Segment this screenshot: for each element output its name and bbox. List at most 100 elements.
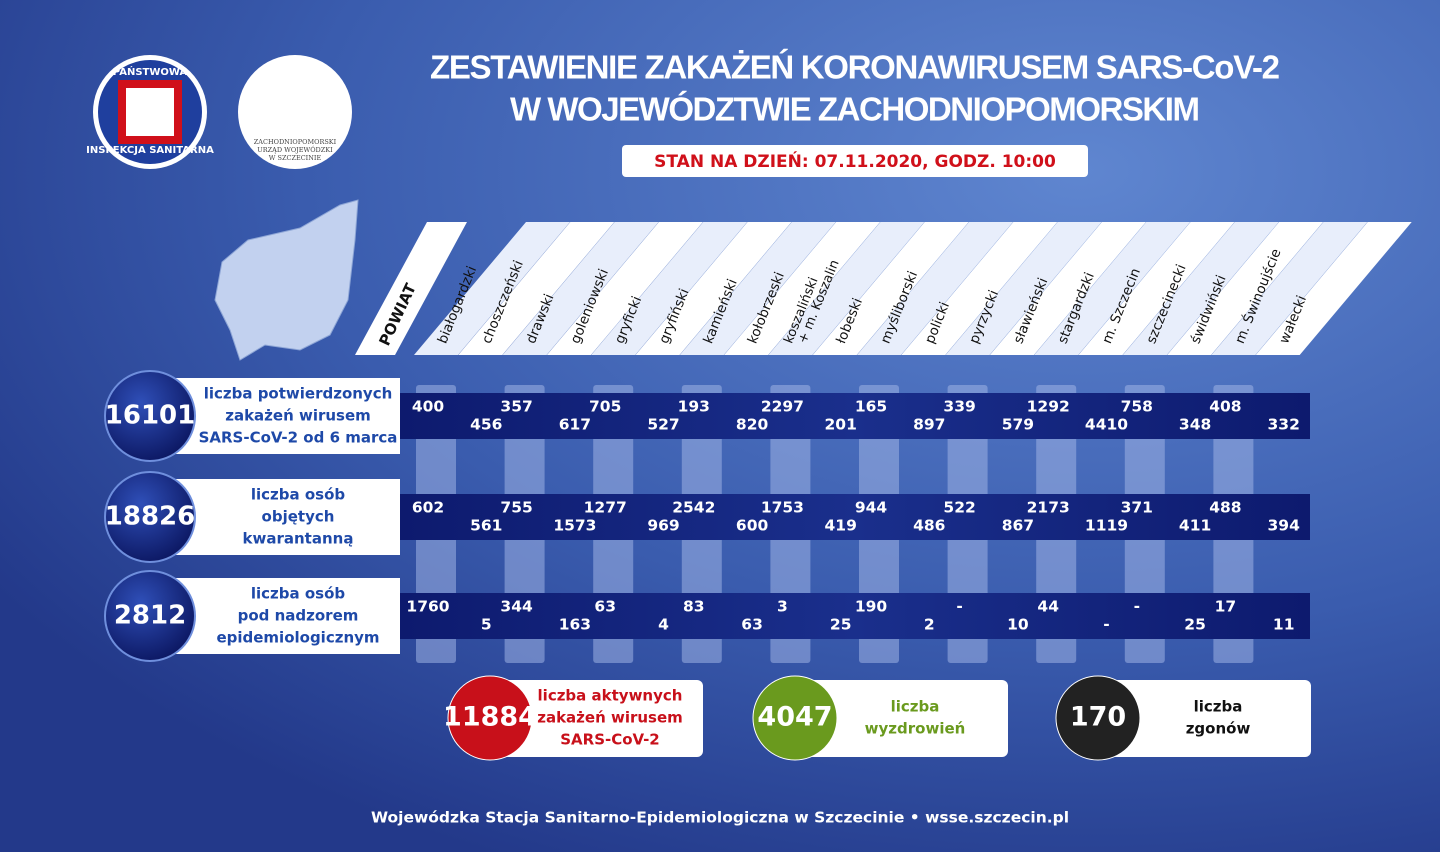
date: STAN NA DZIEŃ: 07.11.2020, GODZ. 10:00 <box>654 150 1056 172</box>
row-total: 2812 <box>114 601 186 631</box>
summary-label: liczba <box>1194 698 1243 716</box>
cell-value: 332 <box>1268 416 1300 434</box>
header-cell <box>1078 222 1235 355</box>
summary-value: 4047 <box>757 702 832 733</box>
cell-value: 163 <box>559 616 591 634</box>
row-band <box>400 393 1310 439</box>
header-cell <box>857 222 1013 355</box>
cell-value: 755 <box>500 499 532 517</box>
row-total: 16101 <box>105 401 195 431</box>
header-cell <box>1034 222 1191 355</box>
cell-value: 4 <box>658 616 669 634</box>
cell-value: 400 <box>412 398 445 416</box>
cell-value: 193 <box>678 398 710 416</box>
cell-value: 456 <box>470 416 502 434</box>
cell-value: 25 <box>1184 616 1206 634</box>
cell-value: 201 <box>825 416 857 434</box>
logo-text: URZĄD WOJEWÓDZKI <box>257 145 333 154</box>
header-cell <box>901 222 1058 355</box>
header-cell <box>1211 222 1368 355</box>
summary-label: SARS-CoV-2 <box>560 731 660 749</box>
row-label: liczba potwierdzonych <box>204 385 393 403</box>
cell-value: 1119 <box>1085 517 1128 535</box>
cell-value: 44 <box>1037 598 1059 616</box>
cell-value: 1760 <box>406 598 449 616</box>
header-cell <box>458 222 615 355</box>
corner-cell <box>355 222 467 355</box>
summary-label: wyzdrowień <box>865 720 966 738</box>
cell-value: 2173 <box>1027 499 1070 517</box>
cell-value: 1292 <box>1027 398 1070 416</box>
header-cell <box>502 222 659 355</box>
cell-value: 63 <box>594 598 616 616</box>
cell-value: 579 <box>1002 416 1034 434</box>
cell-value: 3 <box>777 598 788 616</box>
row-total-circle <box>104 471 196 563</box>
summary-circle <box>1055 675 1141 761</box>
cell-value: 602 <box>412 499 444 517</box>
cell-value: 339 <box>943 398 975 416</box>
header-cell <box>812 222 969 355</box>
cell-value: 17 <box>1215 598 1237 616</box>
row-label: objętych <box>262 508 335 526</box>
header-cell <box>724 222 881 355</box>
header-cell <box>1167 222 1324 355</box>
cell-value: 1277 <box>584 499 627 517</box>
row-label: liczba osób <box>251 486 346 504</box>
header-cell <box>546 222 703 355</box>
summary-circle <box>752 675 838 761</box>
cell-value: 11 <box>1273 616 1295 634</box>
header-cell <box>679 222 836 355</box>
row-label: SARS-CoV-2 od 6 marca <box>199 429 398 447</box>
cell-value: 820 <box>736 416 769 434</box>
row-total: 18826 <box>105 502 195 532</box>
summary-value: 11884 <box>443 702 537 733</box>
header-cell <box>591 222 748 355</box>
cell-value: 897 <box>913 416 945 434</box>
row-label: pod nadzorem <box>238 607 359 625</box>
row-label: epidemiologicznym <box>216 629 379 647</box>
cell-value: 867 <box>1002 517 1034 535</box>
header-cell <box>768 222 925 355</box>
cell-value: 419 <box>825 517 857 535</box>
cell-value: 617 <box>559 416 591 434</box>
cell-value: 4410 <box>1085 416 1128 434</box>
cell-value: 357 <box>500 398 532 416</box>
cell-value: 944 <box>855 499 888 517</box>
cell-value: 5 <box>481 616 492 634</box>
cell-value: - <box>1134 598 1140 616</box>
title: W WOJEWÓDZTWIE ZACHODNIOPOMORSKIM <box>510 91 1200 128</box>
cell-value: 758 <box>1121 398 1153 416</box>
region-map <box>214 199 359 361</box>
summary-box <box>1103 680 1311 757</box>
summary-label: zgonów <box>1186 720 1251 738</box>
row-label-box <box>170 479 400 555</box>
cell-value: - <box>956 598 962 616</box>
logo-text: ZACHODNIOPOMORSKI <box>254 138 337 146</box>
summary-label: liczba <box>891 698 940 716</box>
cell-value: 348 <box>1179 416 1211 434</box>
logo-text: INSPEKCJA SANITARNA <box>86 145 214 156</box>
header-cell <box>989 222 1146 355</box>
header-cell <box>414 222 570 355</box>
header-cell <box>1255 222 1412 355</box>
logo-text: W SZCZECINIE <box>269 154 322 162</box>
cell-value: 190 <box>855 598 888 616</box>
cell-value: 371 <box>1121 499 1153 517</box>
header-cell <box>945 222 1102 355</box>
summary-box <box>495 680 703 757</box>
cell-value: 63 <box>741 616 763 634</box>
summary-label: zakażeń wirusem <box>537 709 683 727</box>
summary-value: 170 <box>1070 702 1126 733</box>
row-band <box>400 494 1310 540</box>
cell-value: 522 <box>943 499 975 517</box>
row-label-box <box>170 378 400 454</box>
title: ZESTAWIENIE ZAKAŻEŃ KORONAWIRUSEM SARS-C… <box>430 49 1280 86</box>
cell-value: 2 <box>924 616 935 634</box>
cell-value: 394 <box>1268 517 1301 535</box>
cell-value: - <box>1103 616 1109 634</box>
date-box <box>622 145 1088 177</box>
row-total-circle <box>104 570 196 662</box>
row-label: zakażeń wirusem <box>225 407 371 425</box>
